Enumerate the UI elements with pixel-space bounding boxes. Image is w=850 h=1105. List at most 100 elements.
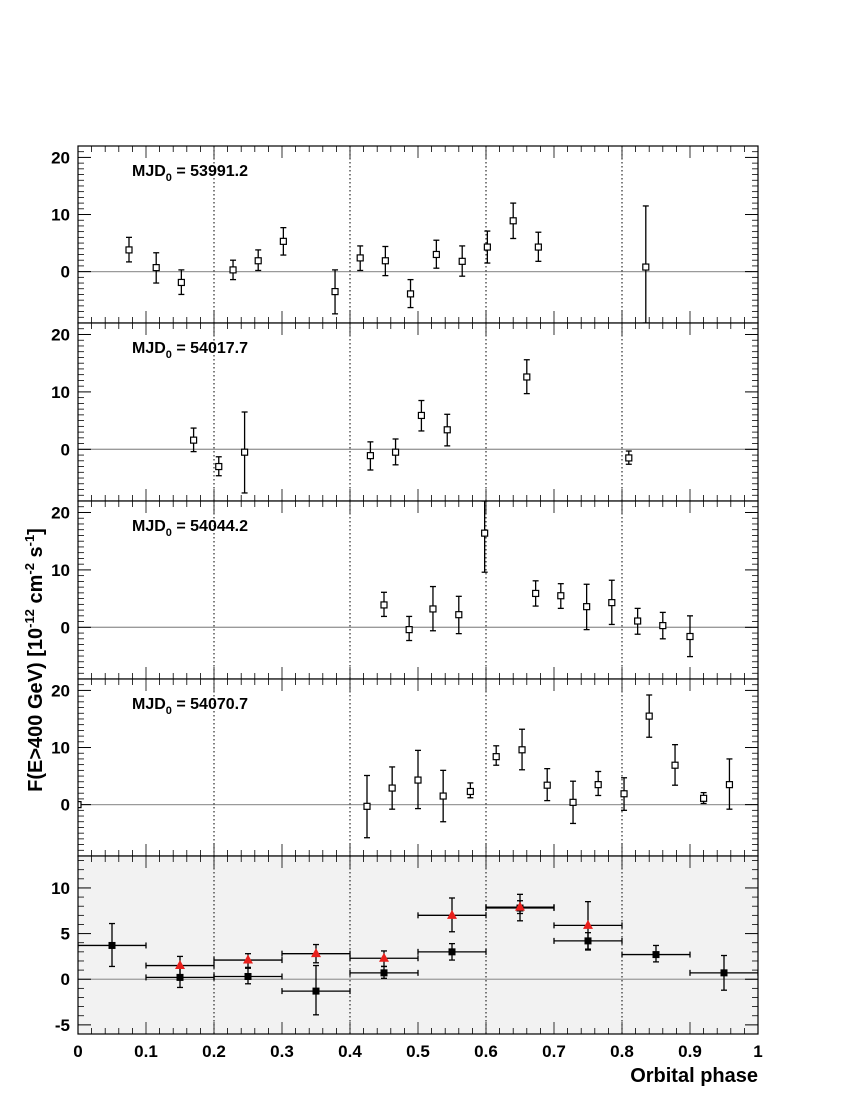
x-tick-label: 0.2 bbox=[202, 1042, 226, 1061]
data-point-open-square bbox=[241, 448, 249, 456]
data-point-open-square bbox=[625, 454, 633, 462]
data-point-open-square bbox=[405, 626, 413, 634]
data-point-filled-triangle bbox=[379, 952, 389, 962]
data-point-open-square bbox=[215, 462, 223, 471]
data-point-filled-triangle bbox=[311, 948, 321, 958]
data-point-filled-square bbox=[448, 948, 456, 956]
data-point-open-square bbox=[642, 263, 650, 271]
x-tick-label: 0.5 bbox=[406, 1042, 430, 1061]
data-point-open-square bbox=[455, 611, 463, 619]
data-point-filled-square bbox=[312, 987, 320, 995]
panel-data bbox=[125, 202, 650, 323]
panel-label-sub: 0 bbox=[166, 705, 172, 717]
data-point-open-square bbox=[466, 787, 474, 796]
data-point-open-square bbox=[331, 287, 339, 296]
data-point-open-square bbox=[125, 246, 133, 254]
panel-label-main: MJD bbox=[132, 163, 166, 180]
y-tick-label: 5 bbox=[61, 925, 70, 944]
data-point-open-square bbox=[381, 257, 389, 265]
data-point-open-square bbox=[569, 798, 577, 806]
x-axis: 0 0.1 0.2 0.3 0.4 0.5 0.6 0.7 0.8 0.9 1 bbox=[73, 1042, 762, 1061]
data-point-open-square bbox=[509, 217, 517, 225]
data-point-open-square bbox=[686, 632, 694, 641]
x-tick-label: 0.4 bbox=[338, 1042, 362, 1061]
x-tick-label: 0 bbox=[73, 1042, 82, 1061]
panel-label-sub: 0 bbox=[166, 527, 172, 539]
y-tick-label: 10 bbox=[51, 561, 70, 580]
data-point-open-square bbox=[388, 784, 396, 792]
data-point-open-square bbox=[432, 250, 440, 259]
y-tick-label: 0 bbox=[61, 970, 70, 989]
panel-label-main: MJD bbox=[132, 518, 166, 535]
data-point-open-square bbox=[518, 746, 526, 754]
y-tick-label: -5 bbox=[55, 1016, 70, 1035]
data-point-open-square bbox=[443, 426, 451, 434]
y-tick-label: 0 bbox=[61, 618, 70, 637]
panel-label-main: MJD bbox=[132, 340, 166, 357]
y-tick-label: 0 bbox=[61, 263, 70, 282]
data-point-open-square bbox=[645, 712, 653, 720]
data-point-filled-triangle bbox=[583, 919, 593, 929]
y-tick-label: 10 bbox=[51, 739, 70, 758]
x-tick-label: 0.6 bbox=[474, 1042, 498, 1061]
data-point-open-square bbox=[406, 290, 415, 298]
data-point-open-square bbox=[363, 802, 371, 810]
y-tick-label: 10 bbox=[51, 879, 70, 898]
data-point-filled-square bbox=[652, 951, 660, 959]
panel-label: MJD0 = 53991.2 bbox=[132, 163, 248, 184]
data-point-filled-triangle bbox=[243, 954, 253, 964]
data-point-filled-triangle bbox=[515, 901, 525, 911]
panel-label-main: MJD bbox=[132, 696, 166, 713]
data-point-open-square bbox=[366, 452, 374, 460]
data-point-open-square bbox=[543, 781, 551, 789]
data-point-open-square bbox=[671, 761, 679, 769]
y-tick-label: 20 bbox=[51, 148, 70, 167]
data-point-open-square bbox=[634, 617, 642, 625]
data-point-open-square bbox=[523, 373, 531, 381]
data-point-open-square bbox=[699, 794, 708, 802]
panel-data bbox=[78, 893, 758, 1016]
data-point-filled-square bbox=[380, 969, 388, 977]
panel-label-value: = 53991.2 bbox=[172, 163, 248, 180]
y-tick-label: 20 bbox=[51, 325, 70, 344]
panel-background bbox=[78, 501, 758, 679]
y-axis-title: F(E>400 GeV) [10-12 cm-2 s-1] bbox=[22, 528, 47, 792]
y-title-part-a: F(E>400 GeV) [10 bbox=[25, 628, 47, 792]
x-tick-label: 0.7 bbox=[542, 1042, 566, 1061]
panel-1: 0 10 20 MJD0 = 53991.2 bbox=[51, 145, 759, 324]
data-point-open-square bbox=[429, 605, 437, 613]
x-tick-label: 0.8 bbox=[610, 1042, 634, 1061]
y-tick-label: 20 bbox=[51, 681, 70, 700]
y-tick-label: 0 bbox=[61, 440, 70, 459]
data-point-open-square bbox=[594, 781, 602, 789]
panel-label-value: = 54017.7 bbox=[172, 340, 248, 357]
data-point-open-square bbox=[620, 790, 628, 798]
data-point-open-square bbox=[492, 753, 500, 761]
panel-4: 0 10 20 MJD0 = 54070.7 bbox=[51, 678, 759, 857]
data-point-open-square bbox=[391, 448, 400, 456]
y-tick-label: 10 bbox=[51, 383, 70, 402]
panel-label: MJD0 = 54044.2 bbox=[132, 518, 248, 539]
data-point-open-square bbox=[583, 603, 591, 611]
data-point-open-square bbox=[532, 589, 540, 598]
panel-data bbox=[380, 501, 694, 658]
x-axis-title: Orbital phase bbox=[630, 1065, 758, 1087]
y-title-part-g: ] bbox=[25, 528, 47, 535]
data-point-open-square bbox=[481, 529, 489, 537]
panel-label-value: = 54044.2 bbox=[172, 518, 248, 535]
panel-5: -5 0 5 10 bbox=[51, 855, 759, 1035]
data-point-open-square bbox=[483, 243, 491, 251]
data-point-open-square bbox=[414, 776, 422, 784]
data-point-open-square bbox=[78, 801, 82, 809]
data-point-open-square bbox=[152, 264, 160, 272]
y-tick-label: 0 bbox=[61, 796, 70, 815]
data-point-open-square bbox=[608, 599, 616, 607]
panel-label: MJD0 = 54070.7 bbox=[132, 696, 248, 717]
data-point-open-square bbox=[254, 257, 262, 265]
y-tick-label: 10 bbox=[51, 206, 70, 225]
data-point-open-square bbox=[177, 278, 185, 287]
